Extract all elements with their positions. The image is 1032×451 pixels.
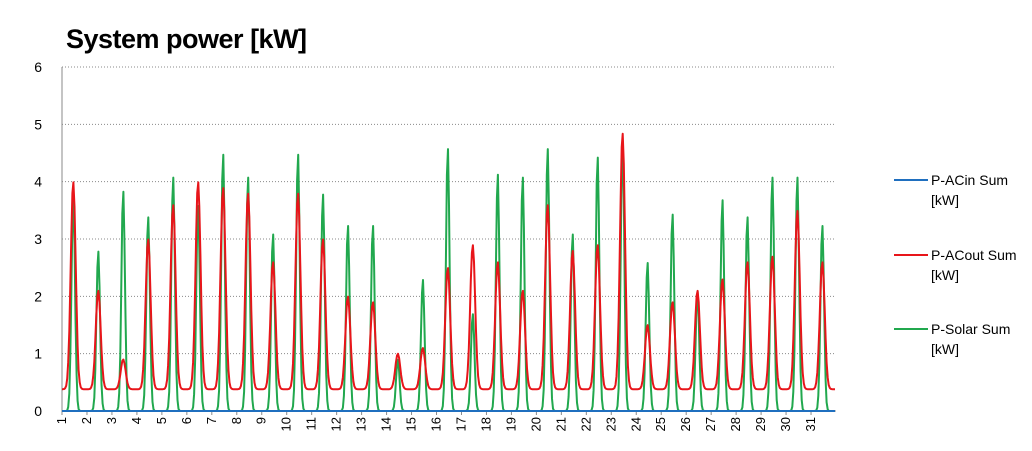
legend-label-solar: P-Solar Sum [kW]: [931, 321, 1011, 357]
x-tick-label: 14: [379, 417, 394, 431]
x-tick-label: 27: [703, 417, 718, 431]
x-tick-label: 23: [603, 417, 618, 431]
x-tick-label: 26: [678, 417, 693, 431]
legend-label-acout: P-ACout Sum [kW]: [931, 247, 1017, 283]
chart-title: System power [kW]: [66, 24, 307, 54]
x-tick-label: 5: [154, 417, 169, 424]
legend-swatch-solar: [894, 328, 928, 330]
x-tick-label: 16: [429, 417, 444, 431]
legend-swatch-acout: [894, 254, 928, 256]
y-tick-label: 1: [34, 346, 42, 362]
y-tick-label: 5: [34, 116, 42, 132]
x-tick-label: 21: [553, 417, 568, 431]
x-tick-label: 18: [478, 417, 493, 431]
x-tick-label: 7: [204, 417, 219, 424]
x-tick-label: 11: [304, 417, 319, 431]
y-tick-label: 0: [34, 403, 42, 419]
x-tick-label: 31: [803, 417, 818, 431]
y-tick-label: 2: [34, 288, 42, 304]
x-tick-label: 1: [54, 417, 69, 424]
y-tick-label: 4: [34, 174, 42, 190]
y-tick-label: 3: [34, 231, 42, 247]
x-tick-label: 13: [354, 417, 369, 431]
x-tick-label: 20: [528, 417, 543, 431]
x-tick-label: 9: [254, 417, 269, 424]
x-tick-label: 6: [179, 417, 194, 424]
x-tick-label: 12: [329, 417, 344, 431]
x-tick-label: 29: [753, 417, 768, 431]
x-tick-label: 3: [104, 417, 119, 424]
x-tick-label: 22: [578, 417, 593, 431]
x-tick-label: 19: [503, 417, 518, 431]
legend-label-acin: P-ACin Sum [kW]: [931, 172, 1009, 208]
x-tick-label: 4: [129, 417, 144, 424]
x-tick-label: 10: [279, 417, 294, 431]
legend-swatch-acin: [894, 179, 928, 181]
y-tick-label: 6: [34, 59, 42, 75]
x-tick-label: 30: [778, 417, 793, 431]
x-tick-label: 2: [79, 417, 94, 424]
x-tick-label: 25: [653, 417, 668, 431]
series-line-acout: [62, 132, 835, 391]
x-tick-label: 24: [628, 417, 643, 431]
x-tick-label: 17: [453, 417, 468, 431]
x-tick-label: 28: [728, 417, 743, 431]
x-tick-label: 8: [229, 417, 244, 424]
x-tick-label: 15: [404, 417, 419, 431]
